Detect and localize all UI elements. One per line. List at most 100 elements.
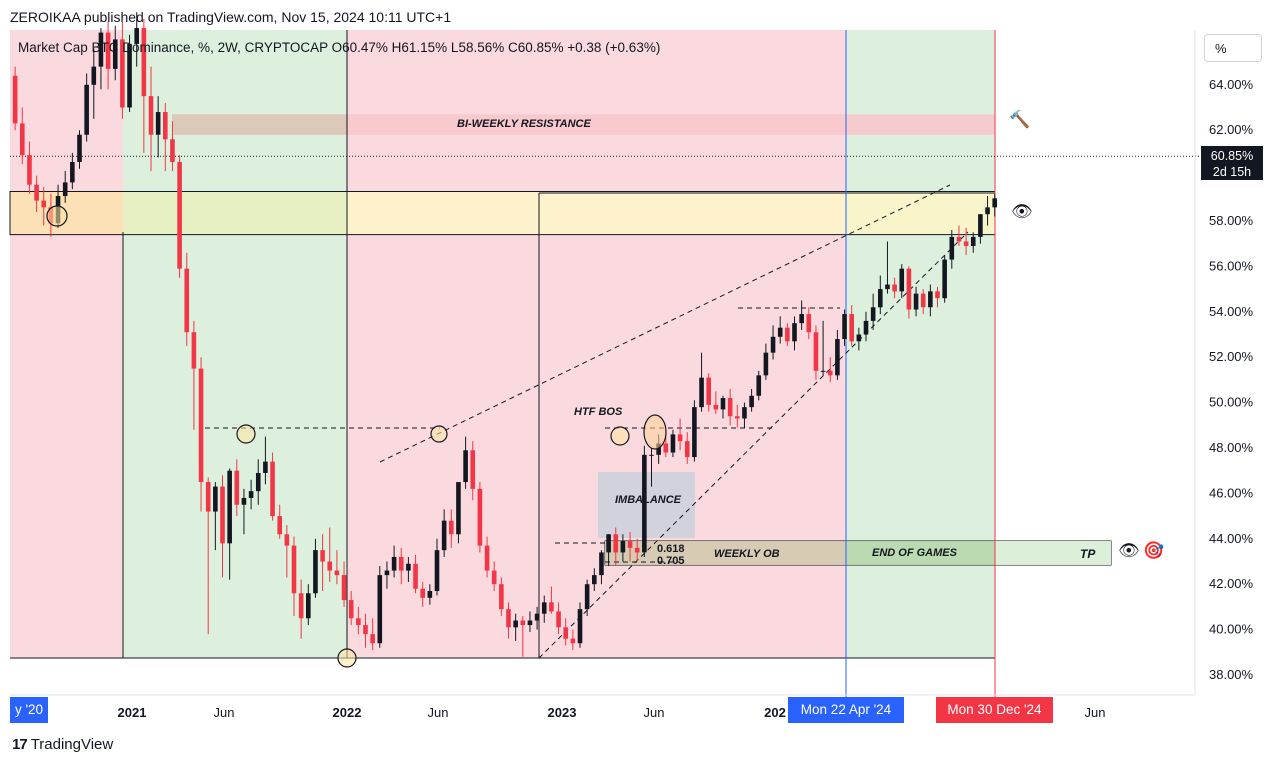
candle [70, 152, 75, 190]
y-tick-label: 62.00% [1209, 122, 1254, 137]
candle [792, 316, 797, 351]
candle-body [163, 112, 168, 140]
candle [134, 12, 139, 67]
candle [928, 284, 933, 317]
y-tick-label: 48.00% [1209, 440, 1254, 455]
candle-body [777, 327, 783, 337]
candle-body [763, 352, 769, 376]
candle [291, 536, 297, 616]
candle-body [620, 541, 626, 553]
candle [620, 534, 626, 562]
candle-body [456, 482, 461, 535]
candle [563, 618, 568, 646]
target-icon: 🎯 [1143, 541, 1165, 560]
time-flag-blue[interactable]: Mon 22 Apr '24 [788, 697, 904, 723]
green-yellow-overlap [123, 191, 347, 235]
candle [799, 300, 804, 330]
zones-layer [10, 30, 1112, 658]
candle [449, 509, 454, 548]
candle [427, 584, 433, 605]
candle [599, 550, 604, 585]
candle [856, 327, 862, 351]
candle [205, 477, 211, 635]
candle-body [670, 434, 676, 453]
candle [191, 320, 197, 430]
candle-body [313, 550, 318, 594]
candle-body [642, 454, 647, 553]
candle-body [749, 395, 754, 408]
candle [720, 395, 726, 419]
fib-705-label: 0.705 [657, 555, 685, 567]
htf-bos-label: HTF BOS [574, 406, 623, 418]
overlay-layer: BI-WEEKLY RESISTANCE HTF BOS IMBALANCE 0.61… [46, 118, 1096, 668]
candle [170, 121, 175, 172]
candle [956, 225, 962, 246]
pivot-ellipse-marker [643, 414, 667, 450]
candle [384, 561, 390, 589]
candle-body [613, 534, 619, 553]
candle-body [856, 334, 862, 342]
y-tick-label: 44.00% [1209, 531, 1254, 546]
candle-body [920, 293, 926, 308]
candle-body [799, 314, 804, 324]
candle [978, 214, 983, 244]
candle [699, 352, 704, 412]
candle [112, 25, 118, 81]
scale-percent-button[interactable]: % [1204, 34, 1262, 62]
candle [949, 230, 955, 269]
candle [820, 320, 826, 376]
candle [692, 400, 697, 462]
candle-body [434, 550, 440, 592]
x-tick-label: Jun [1085, 705, 1106, 720]
candle [534, 606, 540, 630]
candle [827, 357, 833, 383]
candle-body [735, 416, 740, 419]
candle-body [985, 207, 990, 215]
candle [306, 584, 311, 626]
candle [434, 538, 440, 596]
candle-body [306, 593, 311, 619]
candle-body [84, 84, 89, 135]
candle-body [220, 486, 225, 544]
candle-body [363, 625, 368, 635]
candle-body [978, 214, 983, 237]
candle [356, 606, 361, 635]
time-flag-red[interactable]: Mon 30 Dec '24 [936, 697, 1053, 723]
symbol-legend[interactable]: Market Cap BTC Dominance, %, 2W, CRYPTOC… [18, 40, 661, 55]
candle-body [420, 588, 425, 598]
candle [491, 561, 497, 592]
candle-body [527, 620, 533, 626]
candle-body [634, 547, 640, 553]
pivot-circle-marker [236, 424, 256, 444]
candle [456, 482, 461, 544]
candle [255, 459, 261, 505]
y-tick-label: 42.00% [1209, 576, 1254, 591]
candle-body [198, 368, 204, 483]
candle-body [570, 638, 576, 644]
candle-body [534, 613, 540, 621]
candle [398, 547, 404, 585]
candle [413, 554, 418, 594]
tradingview-logo-icon: 17 [12, 736, 28, 753]
candle-body [870, 307, 876, 321]
candle [513, 613, 518, 641]
candle-body [906, 268, 912, 310]
candle [677, 418, 683, 451]
candle-body [41, 200, 47, 208]
candle-body [885, 284, 890, 290]
candle-body [127, 43, 132, 108]
candle [370, 618, 375, 651]
candle [334, 550, 340, 585]
candle [885, 241, 890, 294]
candle-body [62, 182, 68, 197]
candle [527, 611, 533, 632]
footer-brand[interactable]: 17 TradingView [12, 736, 113, 753]
candle-body [191, 332, 197, 369]
candle [320, 534, 325, 592]
candle-body [263, 461, 268, 473]
candle [98, 28, 104, 90]
eye-icon: 👁 [1011, 202, 1033, 221]
candle-body [34, 184, 39, 201]
candle-body [770, 336, 776, 353]
